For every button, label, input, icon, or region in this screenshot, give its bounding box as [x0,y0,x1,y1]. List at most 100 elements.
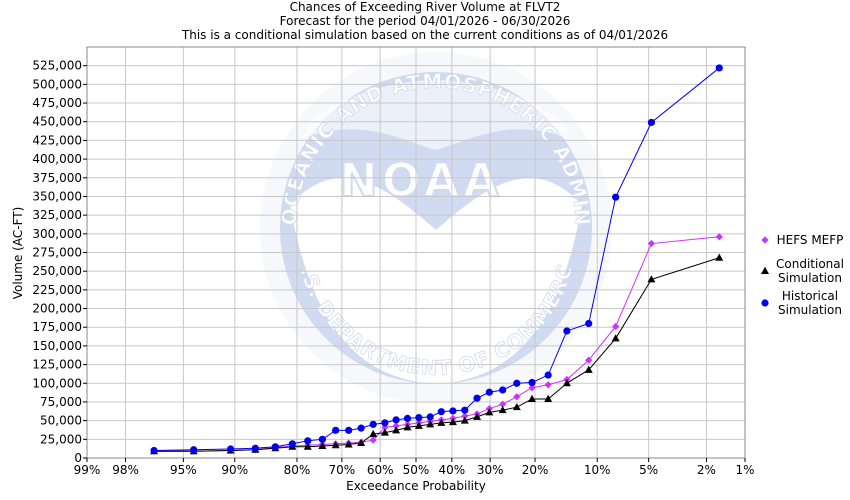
x-axis: 99% 98% 95% 90% 80% 70% 60% 50% 40% 30% 20% 10% 5% 2%… [74,458,755,477]
legend-label: Simulation [778,303,842,317]
legend-item: HEFS MEFP [761,233,843,247]
data-point [403,423,412,431]
data-point [512,402,521,411]
data-point [392,426,401,434]
data-point [611,334,620,342]
y-tick-label: 425,000 [32,133,82,147]
data-point [499,386,507,394]
y-tick-label: 350,000 [32,189,82,203]
data-point [227,445,235,453]
data-point [251,444,259,452]
x-tick-label: 98% [112,463,139,477]
data-point [437,408,445,416]
legend-marker [761,266,769,274]
data-point [485,408,494,416]
data-point [344,440,353,448]
noaa-watermark-logo: NOAA NATIONAL OCEANIC AND ATMOSPHERIC AD… [0,0,595,384]
data-point [449,407,457,415]
data-point [331,441,340,449]
data-point [414,421,423,429]
data-point [498,405,507,414]
y-axis-title: Volume (AC-FT) [11,207,25,300]
data-point [345,426,353,434]
data-point [318,435,326,443]
data-point [271,443,279,451]
y-tick-label: 125,000 [32,358,82,372]
y-tick-label: 175,000 [32,320,82,334]
data-point [392,416,400,424]
data-point [448,417,457,426]
data-point [715,64,723,72]
x-tick-label: 70% [329,463,356,477]
y-tick-label: 225,000 [32,283,82,297]
data-point [715,253,724,261]
data-point [563,327,571,335]
data-point [513,379,521,387]
x-tick-label: 99% [74,463,101,477]
series-layer [150,64,724,455]
legend-marker [761,299,769,307]
data-point [647,275,656,283]
chart-title-line: Forecast for the period 04/01/2026 - 06/… [280,14,571,28]
x-tick-label: 20% [522,463,549,477]
data-point [288,440,296,448]
data-point [562,379,571,387]
y-tick-label: 450,000 [32,115,82,129]
y-tick-label: 0 [74,451,82,465]
chart-title: Chances of Exceeding River Volume at FLV… [181,0,668,42]
y-tick-label: 50,000 [40,414,82,428]
data-point [715,233,723,241]
x-tick-label: 10% [584,463,611,477]
data-point [190,446,198,454]
data-point [584,365,593,373]
data-point [528,394,537,402]
data-point [369,420,377,428]
y-tick-label: 25,000 [40,432,82,446]
data-point [460,416,469,424]
legend: HEFS MEFPConditionalSimulationHistorical… [761,233,844,317]
data-point [437,418,446,426]
data-point [332,426,340,434]
chart-title-line: Chances of Exceeding River Volume at FLV… [290,0,561,14]
y-tick-label: 275,000 [32,246,82,260]
chart-title-line: This is a conditional simulation based o… [181,28,668,42]
x-tick-label: 90% [221,463,248,477]
y-tick-label: 400,000 [32,152,82,166]
data-point [369,429,378,438]
data-point [303,442,312,450]
data-point [544,394,553,402]
data-point [380,428,389,436]
x-tick-label: 40% [438,463,465,477]
legend-label: HEFS MEFP [777,233,844,247]
data-point [612,322,620,331]
data-point [304,437,312,445]
data-point [513,393,521,401]
x-tick-label: 60% [367,463,394,477]
data-point [499,400,507,408]
data-point [544,381,552,389]
data-point [461,412,469,420]
x-tick-label: 5% [639,463,658,477]
y-tick-label: 200,000 [32,302,82,316]
data-point [150,446,158,455]
grid-lines [86,47,746,459]
data-point [318,441,327,450]
x-tick-label: 30% [477,463,504,477]
data-point [544,371,552,379]
legend-label: Simulation [778,271,842,285]
x-axis-title: Exceedance Probability [346,479,486,493]
data-point [612,193,620,201]
legend-marker [761,236,769,244]
data-point [647,239,656,248]
legend-label: Conditional [776,257,844,271]
y-tick-label: 300,000 [32,227,82,241]
data-point [528,378,536,387]
legend-label: Historical [782,289,838,303]
x-tick-label: 50% [403,463,430,477]
data-point [415,414,423,422]
data-point [461,406,469,414]
data-point [403,414,412,422]
